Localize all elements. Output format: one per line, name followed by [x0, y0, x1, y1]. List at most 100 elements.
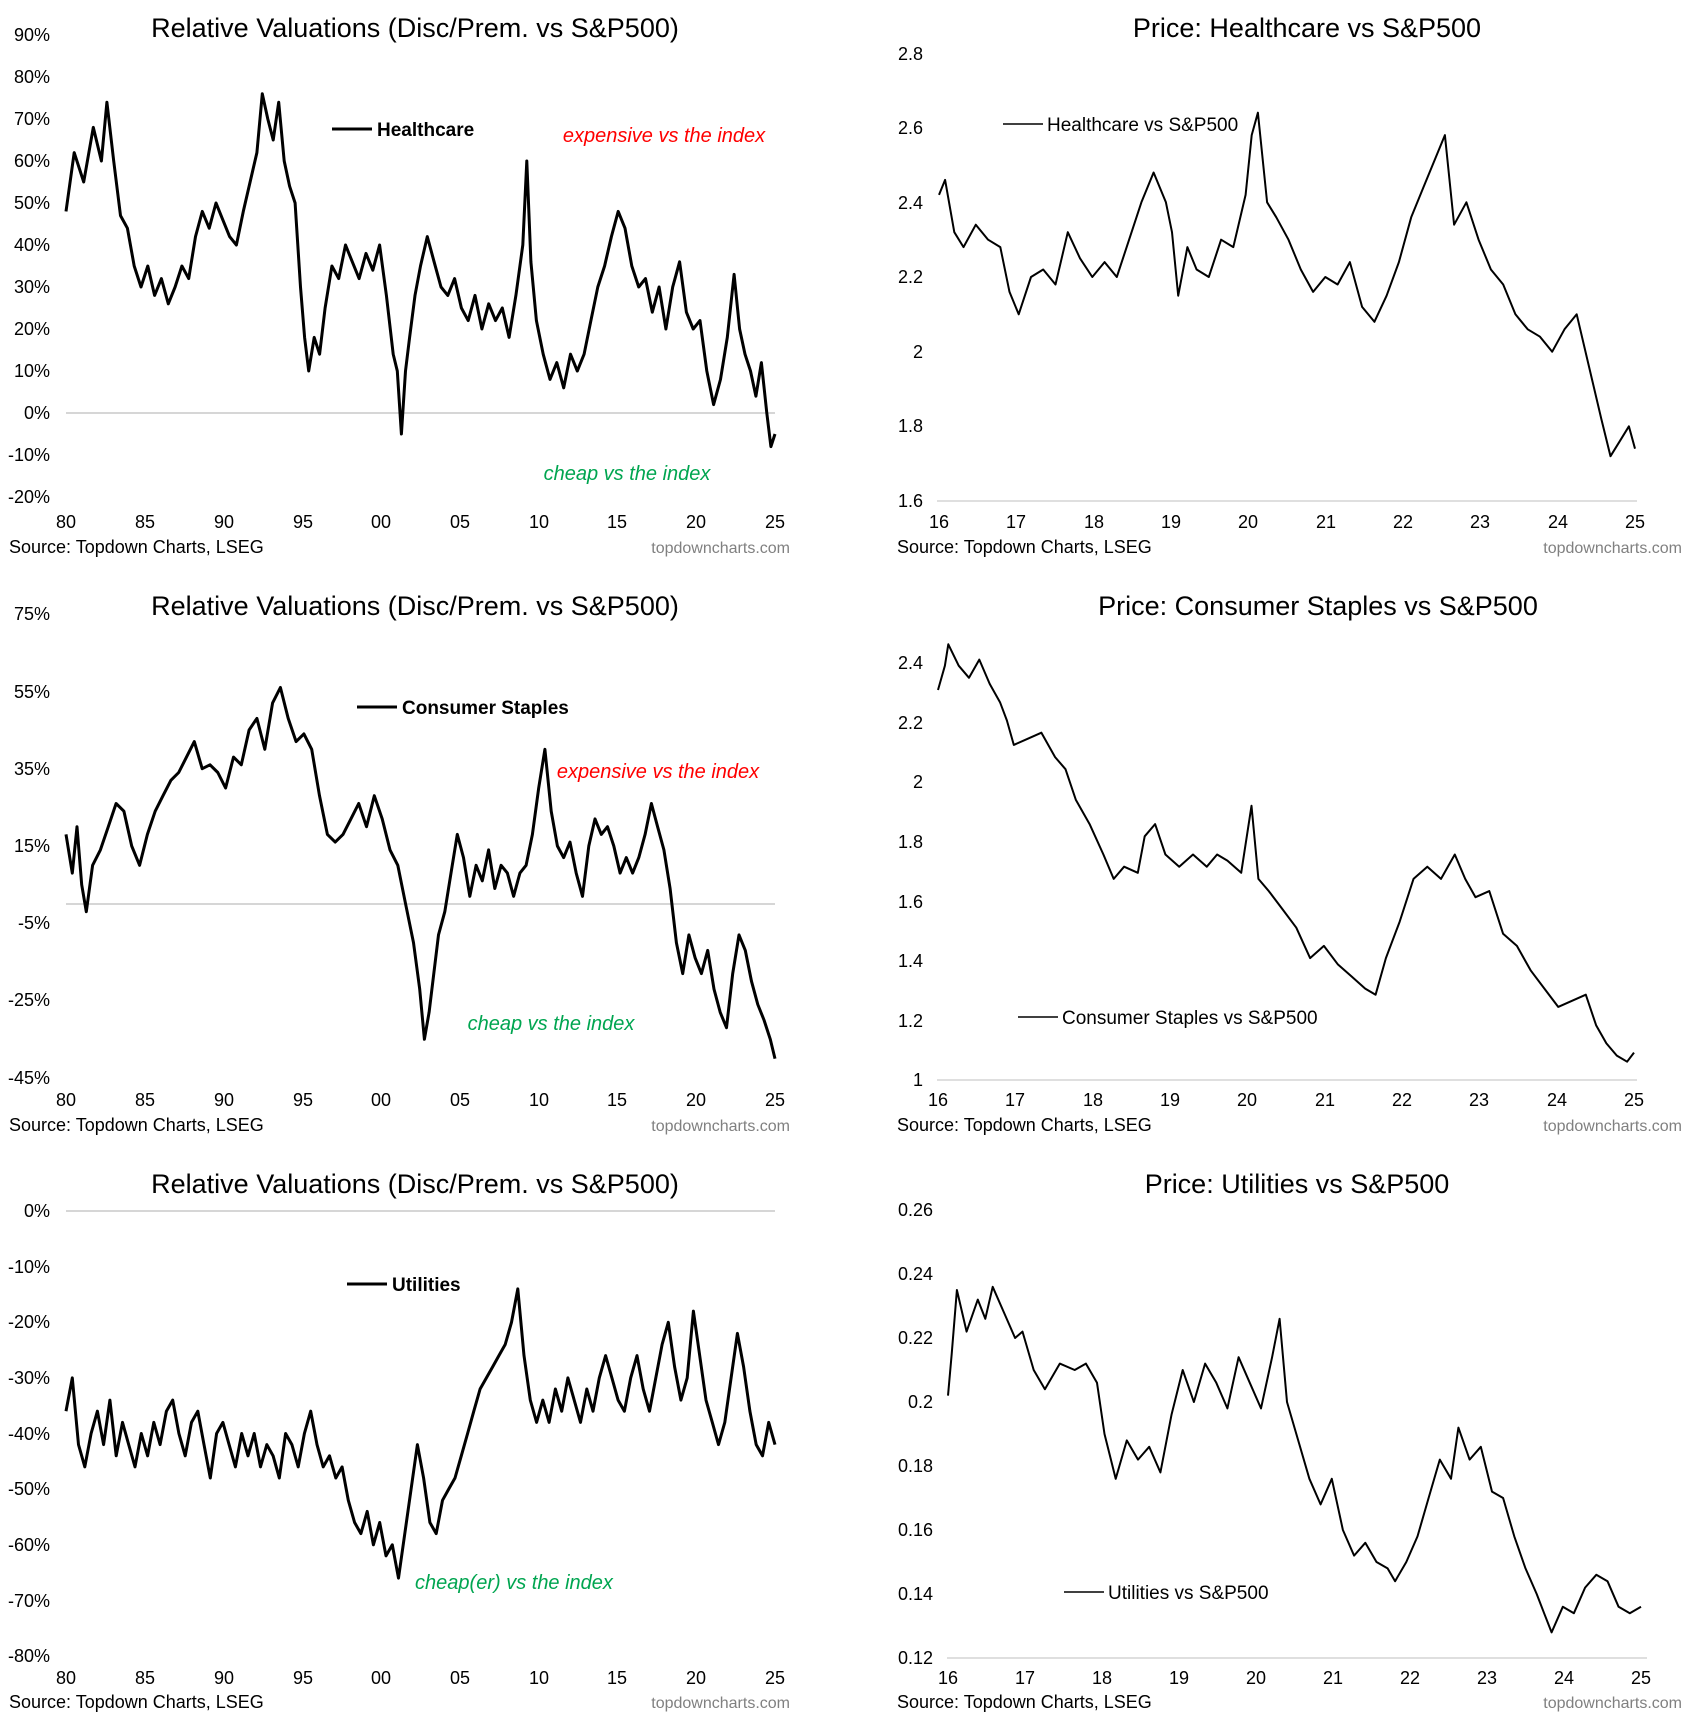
source-note: Source: Topdown Charts, LSEG — [9, 1115, 264, 1135]
x-tick-label: 25 — [1631, 1668, 1651, 1688]
y-tick-label: 1.4 — [898, 951, 923, 971]
y-tick-label: 2 — [913, 342, 923, 362]
chart-price-staples-svg: Price: Consumer Staples vs S&P500 2.4 2.… — [897, 591, 1682, 1135]
x-tick-label: 90 — [214, 1090, 234, 1110]
source-note: Source: Topdown Charts, LSEG — [9, 1692, 264, 1712]
x-tick-label: 24 — [1548, 512, 1568, 532]
x-tick-label: 20 — [1246, 1668, 1266, 1688]
x-tick-label: 90 — [214, 512, 234, 532]
y-axis: 0% -10% -20% -30% -40% -50% -60% -70% -8… — [8, 1201, 50, 1666]
x-tick-label: 22 — [1393, 512, 1413, 532]
source-note: Source: Topdown Charts, LSEG — [897, 537, 1152, 557]
y-tick-label: 0.22 — [898, 1328, 933, 1348]
y-tick-label: 90% — [14, 25, 50, 45]
source-note: Source: Topdown Charts, LSEG — [897, 1692, 1152, 1712]
chart-valuation-staples: Relative Valuations (Disc/Prem. vs S&P50… — [0, 578, 847, 1156]
x-tick-label: 16 — [938, 1668, 958, 1688]
y-tick-label: 2.6 — [898, 118, 923, 138]
legend-label: Consumer Staples — [402, 698, 569, 719]
y-tick-label: 75% — [14, 604, 50, 624]
y-tick-label: -25% — [8, 990, 50, 1010]
y-tick-label: 2.8 — [898, 44, 923, 64]
chart-valuation-healthcare: Relative Valuations (Disc/Prem. vs S&P50… — [0, 0, 847, 578]
y-tick-label: 40% — [14, 235, 50, 255]
x-tick-label: 10 — [529, 1090, 549, 1110]
chart-valuation-utilities-svg: Relative Valuations (Disc/Prem. vs S&P50… — [8, 1169, 790, 1712]
x-tick-label: 23 — [1470, 512, 1490, 532]
x-axis: 80 85 90 95 00 05 10 15 20 25 — [56, 512, 785, 532]
y-tick-label: 0.14 — [898, 1584, 933, 1604]
legend-label: Consumer Staples vs S&P500 — [1062, 1008, 1318, 1029]
annotation-expensive: expensive vs the index — [557, 761, 760, 783]
y-tick-label: 0.26 — [898, 1200, 933, 1220]
y-tick-label: -10% — [8, 445, 50, 465]
x-tick-label: 16 — [928, 1090, 948, 1110]
x-tick-label: 17 — [1006, 512, 1026, 532]
y-tick-label: 20% — [14, 319, 50, 339]
y-tick-label: 2 — [913, 772, 923, 792]
y-axis: 90% 80% 70% 60% 50% 40% 30% 20% 10% 0% -… — [8, 25, 50, 507]
x-tick-label: 25 — [1624, 1090, 1644, 1110]
y-tick-label: -80% — [8, 1646, 50, 1666]
x-tick-label: 25 — [765, 512, 785, 532]
y-tick-label: 0% — [24, 1201, 50, 1221]
x-axis: 16 17 18 19 20 21 22 23 24 25 — [928, 1090, 1644, 1110]
source-note: Source: Topdown Charts, LSEG — [9, 537, 264, 557]
x-tick-label: 16 — [929, 512, 949, 532]
y-axis: 2.4 2.2 2 1.8 1.6 1.4 1.2 1 — [898, 653, 923, 1090]
y-tick-label: 1.2 — [898, 1011, 923, 1031]
site-watermark: topdowncharts.com — [1543, 540, 1682, 557]
utilities-price-line — [947, 1285, 1642, 1634]
site-watermark: topdowncharts.com — [1543, 1118, 1682, 1135]
y-tick-label: 70% — [14, 109, 50, 129]
x-tick-label: 05 — [450, 1090, 470, 1110]
y-tick-label: -45% — [8, 1068, 50, 1088]
x-tick-label: 20 — [686, 1090, 706, 1110]
x-tick-label: 10 — [529, 512, 549, 532]
y-tick-label: 0.2 — [908, 1392, 933, 1412]
y-tick-label: 1.6 — [898, 892, 923, 912]
y-tick-label: 15% — [14, 836, 50, 856]
y-tick-label: 10% — [14, 361, 50, 381]
x-tick-label: 20 — [686, 512, 706, 532]
y-tick-label: -20% — [8, 1312, 50, 1332]
chart-valuation-healthcare-svg: Relative Valuations (Disc/Prem. vs S&P50… — [8, 13, 790, 557]
chart-title: Price: Utilities vs S&P500 — [1145, 1169, 1450, 1199]
x-tick-label: 00 — [371, 512, 391, 532]
staples-price-line — [937, 643, 1635, 1063]
y-tick-label: 30% — [14, 277, 50, 297]
x-tick-label: 95 — [293, 1668, 313, 1688]
y-tick-label: 0.12 — [898, 1648, 933, 1668]
chart-price-utilities-svg: Price: Utilities vs S&P500 0.26 0.24 0.2… — [897, 1169, 1682, 1712]
x-tick-label: 17 — [1015, 1668, 1035, 1688]
chart-valuation-utilities: Relative Valuations (Disc/Prem. vs S&P50… — [0, 1156, 847, 1734]
x-tick-label: 25 — [765, 1090, 785, 1110]
chart-title: Relative Valuations (Disc/Prem. vs S&P50… — [151, 1169, 679, 1199]
annotation-cheap: cheap vs the index — [468, 1013, 636, 1035]
y-tick-label: 0.16 — [898, 1520, 933, 1540]
y-tick-label: -70% — [8, 1591, 50, 1611]
y-tick-label: -50% — [8, 1479, 50, 1499]
x-tick-label: 20 — [1237, 1090, 1257, 1110]
chart-title: Relative Valuations (Disc/Prem. vs S&P50… — [151, 13, 679, 43]
legend-label: Healthcare — [377, 120, 474, 141]
site-watermark: topdowncharts.com — [1543, 1695, 1682, 1712]
x-tick-label: 21 — [1315, 1090, 1335, 1110]
chart-valuation-staples-svg: Relative Valuations (Disc/Prem. vs S&P50… — [8, 591, 790, 1135]
y-tick-label: 1 — [913, 1070, 923, 1090]
x-axis: 16 17 18 19 20 21 22 23 24 25 — [938, 1668, 1651, 1688]
x-tick-label: 80 — [56, 512, 76, 532]
x-tick-label: 20 — [1238, 512, 1258, 532]
legend-label: Healthcare vs S&P500 — [1047, 115, 1238, 136]
x-tick-label: 24 — [1547, 1090, 1567, 1110]
y-tick-label: 0.24 — [898, 1264, 933, 1284]
y-axis: 2.8 2.6 2.4 2.2 2 1.8 1.6 — [898, 44, 923, 511]
x-tick-label: 18 — [1092, 1668, 1112, 1688]
x-axis: 80 85 90 95 00 05 10 15 20 25 — [56, 1090, 785, 1110]
x-tick-label: 23 — [1477, 1668, 1497, 1688]
x-tick-label: 85 — [135, 1090, 155, 1110]
x-tick-label: 85 — [135, 1668, 155, 1688]
y-tick-label: 1.8 — [898, 416, 923, 436]
x-tick-label: 95 — [293, 512, 313, 532]
y-tick-label: 2.2 — [898, 267, 923, 287]
